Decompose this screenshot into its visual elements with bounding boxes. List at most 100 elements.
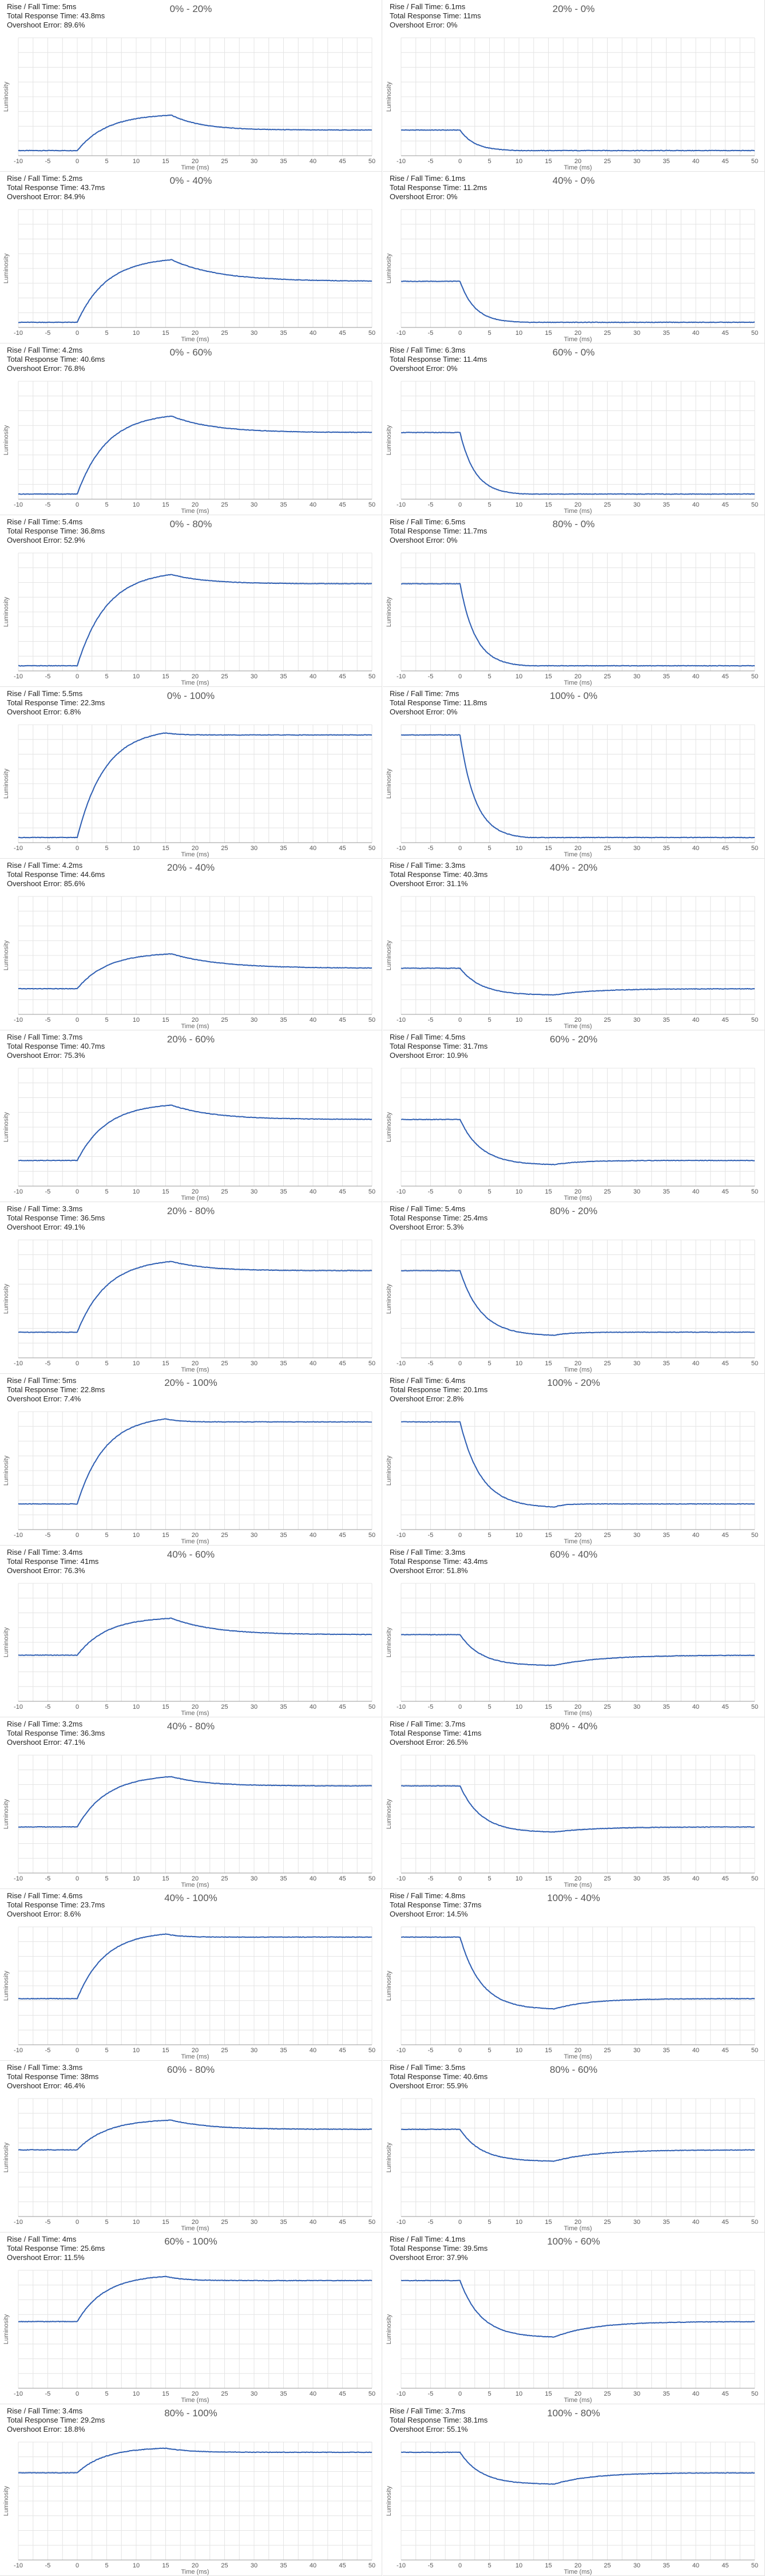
x-tick-label: 25 — [221, 1532, 228, 1539]
x-axis-label: Time (ms) — [181, 2569, 209, 2575]
x-tick-label: 30 — [633, 845, 640, 852]
stat-line: Rise / Fall Time: 6.3ms — [390, 346, 466, 354]
x-tick-label: 40 — [310, 2562, 316, 2569]
chart-panel-80-to-20: Rise / Fall Time: 5.4ms Total Response Ti… — [383, 1202, 765, 1374]
x-tick-label: -10 — [14, 1188, 23, 1195]
stat-line: Rise / Fall Time: 3.2ms — [7, 1720, 83, 1728]
chart-svg: -10 -5 0 5 10 15 20 25 30 35 40 45 50 Time (ms) Lumino… — [3, 724, 375, 858]
stat-line: Overshoot Error: 76.8% — [7, 364, 85, 373]
x-tick-label: 30 — [633, 2047, 640, 2054]
chart-svg: -10 -5 0 5 10 15 20 25 30 35 40 45 50 Time (ms) Lumino… — [386, 2441, 758, 2575]
x-tick-label: 25 — [604, 845, 611, 852]
stat-line: Total Response Time: 23.7ms — [7, 1901, 105, 1909]
x-tick-label: 40 — [310, 330, 316, 337]
chart-panel-0-to-100: Rise / Fall Time: 5.5ms Total Response Ti… — [0, 687, 382, 859]
x-tick-label: 30 — [251, 1875, 257, 1882]
x-tick-label: 45 — [339, 1017, 346, 1024]
x-tick-label: 45 — [722, 330, 728, 337]
chart-panel-40-to-0: Rise / Fall Time: 6.1ms Total Response Ti… — [383, 172, 765, 343]
x-tick-label: 40 — [310, 501, 316, 508]
stat-line: Rise / Fall Time: 3.4ms — [7, 1548, 83, 1556]
x-tick-label: 40 — [310, 1360, 316, 1367]
stat-line: Total Response Time: 43.8ms — [7, 11, 105, 20]
x-tick-label: 15 — [162, 158, 169, 165]
chart-title: 80% - 100% — [164, 2408, 217, 2419]
x-tick-label: 15 — [162, 1532, 169, 1539]
x-axis-label: Time (ms) — [564, 1023, 592, 1030]
x-tick-label: 15 — [162, 501, 169, 508]
chart-title: 60% - 0% — [552, 347, 595, 358]
x-tick-label: 35 — [280, 2562, 287, 2569]
x-tick-label: -10 — [397, 1360, 406, 1367]
x-tick-label: 5 — [105, 158, 108, 165]
chart-stats: Rise / Fall Time: 5.5ms Total Response Ti… — [7, 689, 105, 717]
x-tick-label: 10 — [133, 330, 140, 337]
luminosity-series-line — [401, 129, 755, 152]
x-tick-label: 10 — [516, 1532, 522, 1539]
x-tick-label: 35 — [280, 2391, 287, 2397]
x-tick-label: 45 — [722, 2562, 728, 2569]
stat-line: Total Response Time: 25.6ms — [7, 2244, 105, 2253]
x-tick-label: -5 — [45, 845, 51, 852]
chart-panel-20-to-40: Rise / Fall Time: 4.2ms Total Response Ti… — [0, 859, 382, 1030]
chart-title: 100% - 40% — [547, 1893, 600, 1903]
x-tick-label: 5 — [105, 1704, 108, 1710]
x-tick-label: 0 — [76, 1188, 79, 1195]
x-axis-label: Time (ms) — [564, 679, 592, 686]
x-tick-label: 20 — [574, 330, 581, 337]
x-tick-label: 5 — [105, 845, 108, 852]
x-tick-label: 45 — [722, 1017, 728, 1024]
chart-title: 100% - 20% — [547, 1377, 600, 1388]
x-tick-label: -10 — [397, 2219, 406, 2226]
x-tick-label: 10 — [133, 2391, 140, 2397]
chart-stats: Rise / Fall Time: 3.4ms Total Response Ti… — [7, 1548, 98, 1575]
x-tick-label: 25 — [221, 673, 228, 680]
stat-line: Rise / Fall Time: 5ms — [7, 1376, 77, 1385]
chart-stats: Rise / Fall Time: 3.3ms Total Response Ti… — [390, 1548, 487, 1575]
x-tick-label: 35 — [663, 1875, 669, 1882]
x-tick-label: 45 — [722, 673, 728, 680]
x-tick-label: 45 — [339, 501, 346, 508]
x-tick-label: 50 — [368, 1532, 375, 1539]
stat-line: Total Response Time: 41ms — [7, 1557, 99, 1566]
stat-line: Rise / Fall Time: 5.4ms — [7, 517, 83, 526]
x-tick-label: 0 — [458, 1704, 462, 1710]
chart-panel-20-to-60: Rise / Fall Time: 3.7ms Total Response Ti… — [0, 1030, 382, 1202]
x-tick-label: 35 — [280, 2047, 287, 2054]
x-tick-label: 5 — [105, 1188, 108, 1195]
x-tick-label: 15 — [545, 1875, 552, 1882]
x-tick-label: 0 — [458, 673, 462, 680]
x-tick-label: 25 — [604, 1532, 611, 1539]
chart-title: 40% - 80% — [167, 1721, 215, 1732]
x-tick-label: 25 — [604, 673, 611, 680]
chart-panel-80-to-40: Rise / Fall Time: 3.7ms Total Response Ti… — [383, 1717, 765, 1889]
x-tick-label: 5 — [487, 2047, 491, 2054]
stat-line: Overshoot Error: 55.1% — [390, 2425, 468, 2433]
x-tick-label: -10 — [397, 1188, 406, 1195]
x-tick-label: 15 — [545, 845, 552, 852]
x-tick-label: 25 — [604, 1875, 611, 1882]
chart-panel-20-to-100: Rise / Fall Time: 5ms Total Response Time… — [0, 1374, 382, 1546]
x-tick-label: 35 — [663, 1532, 669, 1539]
chart-stats: Rise / Fall Time: 6.5ms Total Response Ti… — [390, 517, 487, 545]
luminosity-series-line — [401, 280, 755, 323]
chart-panel-100-to-60: Rise / Fall Time: 4.1ms Total Response Ti… — [383, 2233, 765, 2404]
x-tick-label: -10 — [14, 673, 23, 680]
x-tick-label: 10 — [133, 1017, 140, 1024]
x-tick-label: 40 — [692, 673, 699, 680]
y-axis-label: Luminosity — [3, 425, 10, 455]
chart-svg: -10 -5 0 5 10 15 20 25 30 35 40 45 50 Time (ms) Lumino… — [386, 209, 758, 343]
y-axis-label: Luminosity — [3, 768, 10, 799]
x-tick-label: 40 — [692, 1017, 699, 1024]
chart-panel-60-to-20: Rise / Fall Time: 4.5ms Total Response Ti… — [383, 1030, 765, 1202]
x-tick-label: 45 — [339, 1875, 346, 1882]
chart-svg: -10 -5 0 5 10 15 20 25 30 35 40 45 50 Time (ms) Lumino… — [386, 2098, 758, 2232]
x-tick-label: 20 — [192, 330, 199, 337]
x-tick-label: 15 — [162, 1875, 169, 1882]
x-tick-label: 0 — [76, 158, 79, 165]
x-tick-label: -5 — [45, 2047, 51, 2054]
luminosity-series-line — [18, 732, 372, 839]
x-axis-label: Time (ms) — [564, 2053, 592, 2060]
chart-svg: -10 -5 0 5 10 15 20 25 30 35 40 45 50 Time (ms) Lumino… — [386, 381, 758, 515]
stat-line: Rise / Fall Time: 5ms — [7, 2, 77, 11]
